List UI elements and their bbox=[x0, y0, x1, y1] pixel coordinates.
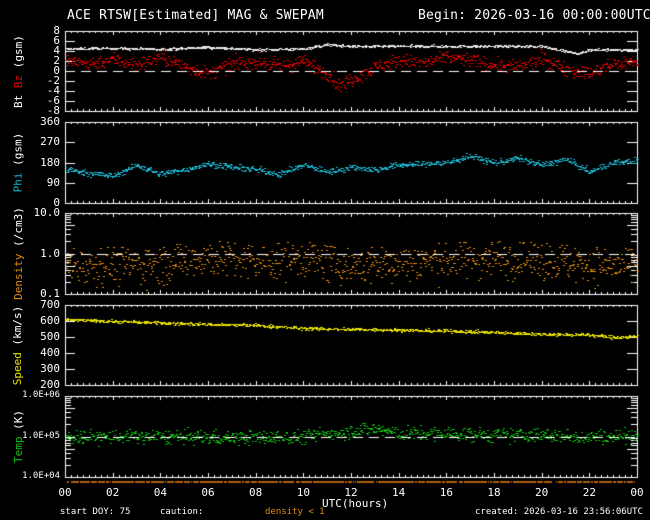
x-axis-label: UTC(hours) bbox=[322, 497, 389, 510]
x-tick-label: 04 bbox=[153, 486, 167, 499]
x-tick-label: 06 bbox=[201, 486, 215, 499]
y-tick-label: -6 bbox=[46, 94, 60, 107]
y-tick-label: -4 bbox=[46, 84, 60, 97]
y-axis-label: Phi (gsm) bbox=[11, 132, 25, 193]
y-tick-label: 270 bbox=[40, 135, 60, 149]
x-tick-label: 00 bbox=[630, 486, 644, 499]
y-tick-label: 200 bbox=[40, 378, 60, 391]
x-tick-label: 22 bbox=[582, 486, 596, 499]
y-tick-label: 1.0E+06 bbox=[22, 390, 60, 400]
y-tick-label: 2 bbox=[53, 54, 60, 67]
density-caution-note: density < 1 bbox=[265, 507, 325, 517]
x-tick-label: 08 bbox=[249, 486, 263, 499]
y-tick-label: 180 bbox=[40, 155, 60, 169]
y-tick-label: 8 bbox=[53, 24, 60, 37]
y-tick-label: 300 bbox=[40, 362, 60, 375]
x-tick-label: 18 bbox=[487, 486, 501, 499]
y-axis-label: Speed (km/s) bbox=[11, 305, 25, 385]
y-tick-label: 4 bbox=[53, 44, 60, 57]
y-tick-label: 360 bbox=[40, 115, 60, 128]
y-tick-label: -8 bbox=[46, 104, 60, 117]
y-tick-label: 90 bbox=[46, 175, 60, 189]
y-tick-label: 1.0E+05 bbox=[22, 430, 60, 441]
x-tick-label: 16 bbox=[439, 486, 453, 499]
start-doy: start DOY: 75 bbox=[60, 507, 131, 517]
y-tick-label: 1.0 bbox=[40, 246, 60, 260]
y-axis-label: Bt Bz (gsm) bbox=[11, 34, 25, 108]
x-tick-label: 00 bbox=[58, 486, 72, 499]
x-tick-label: 14 bbox=[392, 486, 406, 499]
created-timestamp: created: 2026-03-16 23:56:06UTC bbox=[475, 507, 643, 517]
y-tick-label: 0.1 bbox=[40, 287, 60, 300]
y-tick-label: 500 bbox=[40, 330, 60, 343]
y-tick-label: 600 bbox=[40, 314, 60, 327]
x-tick-label: 10 bbox=[296, 486, 310, 499]
y-tick-label: 1.0E+04 bbox=[22, 471, 60, 481]
caution-label: caution: bbox=[160, 507, 204, 517]
x-tick-label: 02 bbox=[106, 486, 120, 499]
y-tick-label: -2 bbox=[46, 74, 60, 87]
x-tick-label: 12 bbox=[344, 486, 358, 499]
y-axis-label: Temp (K) bbox=[11, 410, 25, 463]
y-tick-label: 0 bbox=[53, 196, 60, 209]
y-tick-label: 400 bbox=[40, 346, 60, 359]
y-tick-label: 10.0 bbox=[33, 206, 61, 219]
y-tick-label: 700 bbox=[40, 298, 60, 311]
y-tick-label: 0 bbox=[53, 64, 60, 77]
x-tick-label: 20 bbox=[535, 486, 549, 499]
y-tick-label: 6 bbox=[53, 34, 60, 47]
y-axis-label: Density (/cm3) bbox=[11, 207, 25, 300]
